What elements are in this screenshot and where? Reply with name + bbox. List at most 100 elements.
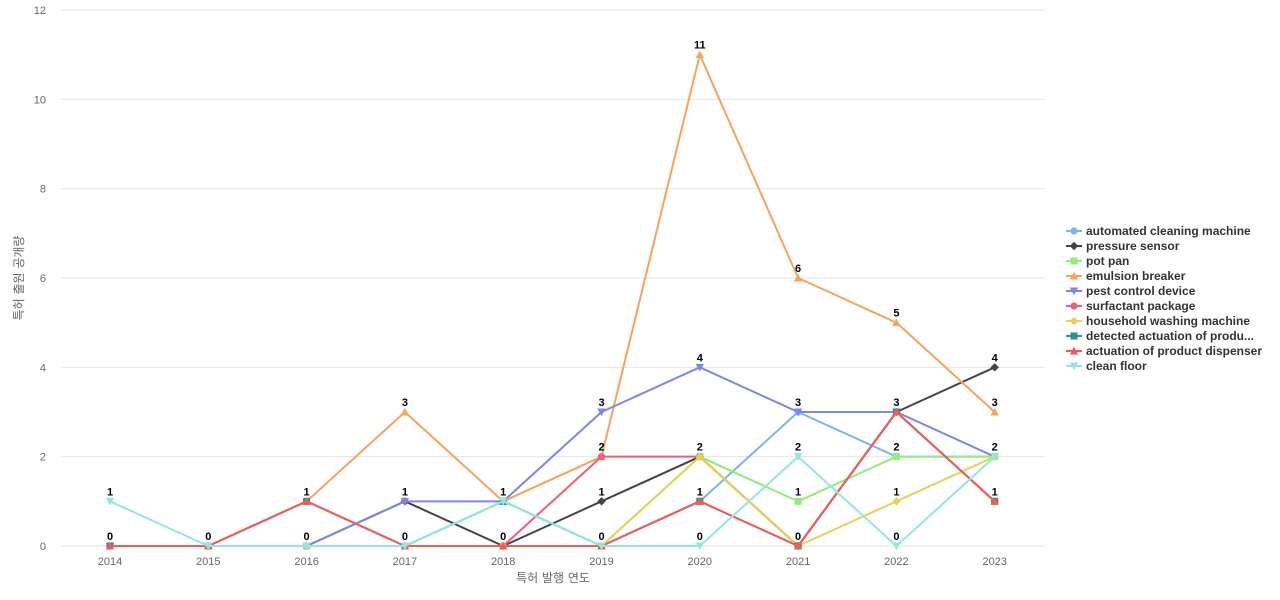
y-tick-label: 12 [34,5,46,17]
data-point-marker [695,542,704,551]
data-label: 1 [697,486,703,498]
data-point-marker [793,541,803,550]
legend-marker [1069,316,1079,326]
data-point-marker [204,542,213,551]
legend-marker [1070,302,1078,310]
legend-marker [1070,227,1078,235]
legend-label: pot pan [1086,254,1129,268]
legend-marker [1069,241,1079,251]
data-point-marker [499,497,508,506]
data-label: 2 [795,442,801,454]
data-point-marker [695,497,704,505]
data-label: 1 [795,486,801,498]
legend-marker [1069,362,1079,371]
x-tick-label: 2020 [688,556,712,568]
y-tick-label: 4 [40,362,46,374]
legend-marker [1069,287,1079,296]
data-point-marker [302,497,311,505]
data-label: 4 [992,352,999,364]
data-point-marker [892,318,901,327]
data-label: 3 [598,397,604,409]
legend-label: emulsion breaker [1086,269,1186,283]
legend-marker [1069,271,1079,280]
data-point-marker [302,542,311,551]
data-point-marker [400,497,410,506]
y-tick-label: 0 [40,541,46,553]
y-tick-label: 2 [40,452,46,464]
x-tick-label: 2017 [393,556,417,568]
legend-item[interactable]: actuation of product dispenser [1066,344,1262,358]
data-point-marker [892,407,901,416]
data-point-marker [695,452,704,461]
legend-label: actuation of product dispenser [1086,344,1262,358]
data-label: 1 [402,486,408,498]
data-point-marker [990,453,999,461]
data-label: 3 [402,397,408,409]
x-tick-label: 2019 [589,556,613,568]
data-point-marker [105,541,115,550]
x-tick-label: 2018 [491,556,515,568]
data-label: 0 [500,531,506,543]
series-line [110,411,996,547]
legend-item[interactable]: pot pan [1066,254,1129,268]
data-label: 1 [107,486,113,498]
data-label: 3 [893,397,899,409]
data-label: 1 [598,486,604,498]
y-axis-title: 특허 출원 공개량 [12,236,26,321]
y-axis-ticks: 0 2 4 6 8 10 12 [34,5,46,553]
data-label: 4 [697,352,704,364]
legend-item[interactable]: pressure sensor [1066,239,1180,253]
data-label: 5 [893,308,899,320]
legend-marker [1069,346,1079,355]
legend-item[interactable]: automated cleaning machine [1066,224,1251,238]
data-point-marker [892,542,901,551]
data-label: 0 [697,531,703,543]
data-label: 2 [598,442,604,454]
data-label: 1 [304,486,310,498]
data-point-marker [793,273,803,282]
data-point-marker [794,497,802,505]
data-label: 0 [107,531,113,543]
x-tick-label: 2023 [982,556,1006,568]
data-point-marker [597,453,606,461]
legend-item[interactable]: detected actuation of produ... [1066,329,1254,343]
legend-marker [1070,332,1078,340]
x-tick-label: 2022 [884,556,908,568]
legend-item[interactable]: emulsion breaker [1066,269,1186,283]
data-label: 6 [795,263,801,275]
legend-label: pest control device [1086,284,1196,298]
data-point-marker [400,407,410,416]
data-point-marker [990,363,999,372]
data-point-marker [793,453,803,461]
y-tick-label: 8 [40,184,46,196]
y-tick-label: 10 [34,94,46,106]
data-point-marker [990,497,999,505]
legend-item[interactable]: clean floor [1066,359,1147,373]
data-label: 0 [893,531,899,543]
data-label: 3 [992,397,998,409]
data-label: 0 [795,531,801,543]
legend-label: household washing machine [1086,314,1250,328]
legend-item[interactable]: pest control device [1066,284,1196,298]
data-point-marker [597,542,606,551]
data-label: 1 [992,486,998,498]
data-label: 2 [697,442,703,454]
data-point-marker [400,542,410,551]
legend-item[interactable]: surfactant package [1066,299,1196,313]
x-tick-label: 2021 [786,556,810,568]
legend-label: clean floor [1086,359,1147,373]
legend-item[interactable]: household washing machine [1066,314,1250,328]
series-lines [105,50,999,551]
data-label: 1 [893,486,899,498]
data-label: 2 [893,442,899,454]
x-tick-label: 2014 [98,556,122,568]
data-label: 0 [402,531,408,543]
legend-marker [1070,257,1078,265]
data-point-marker [793,408,803,417]
x-tick-label: 2015 [196,556,220,568]
data-label: 11 [694,40,706,52]
data-point-marker [695,50,704,59]
data-label: 0 [304,531,310,543]
